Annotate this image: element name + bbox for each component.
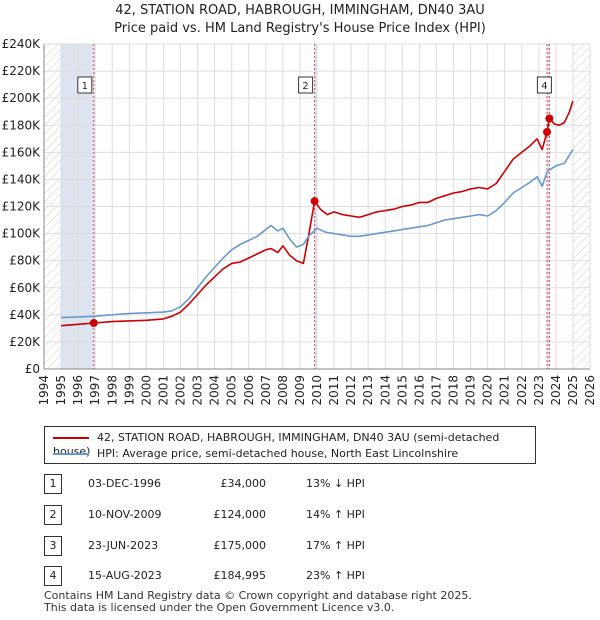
y-tick-label: £40K <box>9 308 41 322</box>
series-line-property <box>61 100 574 327</box>
transaction-date: 10-NOV-2009 <box>88 508 162 521</box>
x-tick-label: 2011 <box>327 375 341 406</box>
marker-box <box>298 76 314 94</box>
legend-item-blue: HPI: Average price, semi-detached house,… <box>53 447 458 461</box>
y-tick-label: £140K <box>2 172 42 186</box>
x-tick-label: 2022 <box>515 375 529 406</box>
marker-box <box>536 76 552 94</box>
x-tick-label: 2006 <box>242 375 256 406</box>
y-tick-label: £240K <box>2 37 42 51</box>
x-tick-label: 1996 <box>71 375 85 406</box>
x-tick-label: 2013 <box>361 375 375 406</box>
x-tick-label: 2010 <box>310 375 324 406</box>
x-tick-label: 2003 <box>191 375 205 406</box>
x-tick-label: 2005 <box>225 375 239 406</box>
transaction-price: £124,000 <box>213 508 267 521</box>
x-tick-label: 1994 <box>37 375 51 406</box>
sale-point <box>543 128 552 137</box>
x-tick-label: 2012 <box>344 375 358 406</box>
legend-label-blue: HPI: Average price, semi-detached house,… <box>97 447 459 460</box>
x-tick-label: 1998 <box>105 375 119 406</box>
x-tick-label: 1995 <box>54 375 68 406</box>
x-tick-label: 2016 <box>412 375 426 406</box>
x-tick-label: 1997 <box>88 375 102 406</box>
legend: 42, STATION ROAD, HABROUGH, IMMINGHAM, D… <box>44 426 536 464</box>
marker-box-label: 4 <box>541 81 547 92</box>
x-tick-label: 2007 <box>259 375 273 406</box>
y-tick-label: £80K <box>9 254 41 268</box>
marker-box-label: 1 <box>82 81 88 92</box>
x-tick-label: 2009 <box>293 375 307 406</box>
y-tick-label: £160K <box>2 145 42 159</box>
transaction-hpi: 13% ↓ HPI <box>306 477 365 490</box>
footer-copyright: Contains HM Land Registry data © Crown c… <box>44 589 472 602</box>
transaction-date: 15-AUG-2023 <box>88 569 162 582</box>
transaction-price: £184,995 <box>213 569 267 582</box>
y-tick-label: £200K <box>2 91 42 105</box>
x-tick-label: 2026 <box>583 375 597 406</box>
x-tick-label: 2015 <box>395 375 409 406</box>
x-tick-label: 2000 <box>139 375 153 406</box>
series-line-hpi <box>61 149 574 319</box>
transaction-number: 4 <box>44 566 62 586</box>
y-tick-label: £100K <box>2 227 42 241</box>
marker-box <box>77 76 93 94</box>
transaction-number: 2 <box>44 505 62 525</box>
y-tick-label: £220K <box>2 64 42 78</box>
transaction-number: 1 <box>44 474 62 494</box>
x-tick-label: 2004 <box>208 375 222 406</box>
marker-box-label: 2 <box>302 81 308 92</box>
x-tick-label: 2021 <box>498 375 512 406</box>
x-tick-label: 2001 <box>156 375 170 406</box>
x-tick-label: 1999 <box>122 375 136 406</box>
x-tick-label: 2024 <box>549 375 563 406</box>
y-tick-label: £0 <box>25 362 40 376</box>
footer-licence: This data is licensed under the Open Gov… <box>44 601 395 614</box>
transaction-hpi: 17% ↑ HPI <box>306 539 365 552</box>
chart-title-line2: Price paid vs. HM Land Registry's House … <box>114 21 486 36</box>
x-tick-label: 2018 <box>447 375 461 406</box>
x-tick-label: 2023 <box>532 375 546 406</box>
x-tick-label: 2020 <box>481 375 495 406</box>
x-tick-label: 2008 <box>276 375 290 406</box>
transaction-date: 03-DEC-1996 <box>88 477 162 490</box>
chart-title-line1: 42, STATION ROAD, HABROUGH, IMMINGHAM, D… <box>115 3 485 18</box>
y-tick-label: £20K <box>9 335 41 349</box>
transaction-price: £34,000 <box>220 477 267 490</box>
sale-point <box>545 114 554 123</box>
transaction-number: 3 <box>44 536 62 556</box>
transaction-date: 23-JUN-2023 <box>88 539 159 552</box>
x-tick-label: 2014 <box>378 375 392 406</box>
transaction-hpi: 14% ↑ HPI <box>306 508 365 521</box>
sale-point <box>310 197 319 206</box>
legend-swatch-blue <box>53 453 89 455</box>
legend-swatch-red <box>53 437 89 439</box>
x-tick-label: 2002 <box>174 375 188 406</box>
price-chart: 1 2 4 £0 £20K £40K £60K £80K £100K £120K £140K £16… <box>2 37 597 406</box>
y-tick-label: £180K <box>2 118 42 132</box>
y-tick-label: £60K <box>9 281 41 295</box>
y-tick-label: £120K <box>2 200 42 214</box>
sale-point <box>89 318 98 327</box>
transaction-hpi: 23% ↑ HPI <box>306 569 365 582</box>
x-tick-label: 2019 <box>464 375 478 406</box>
x-tick-label: 2025 <box>566 375 580 406</box>
transaction-price: £175,000 <box>213 539 267 552</box>
x-tick-label: 2017 <box>429 375 443 406</box>
